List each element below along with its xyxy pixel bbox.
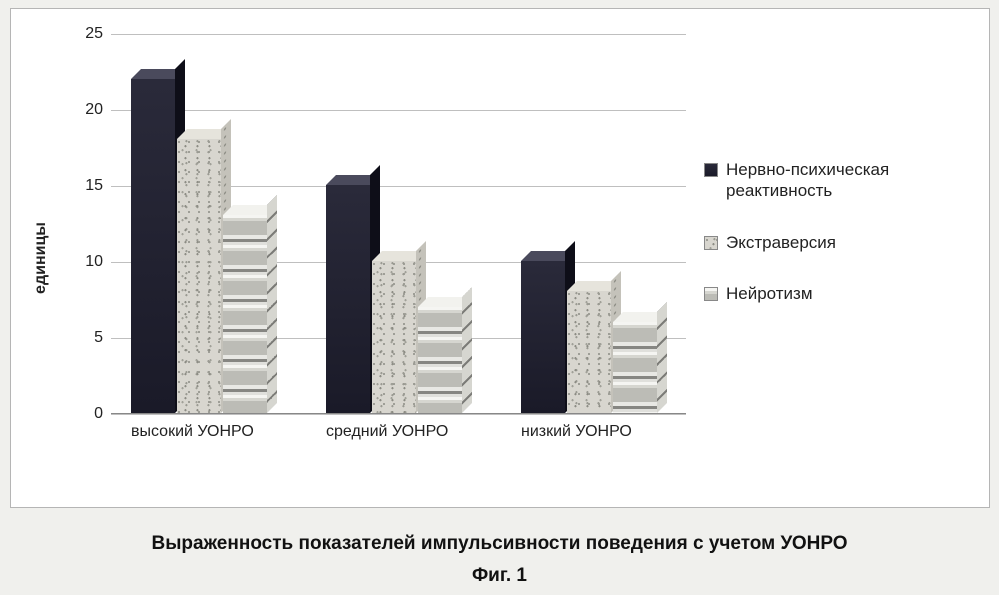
legend: Нервно-психическая реактивность Экстравер… — [704, 159, 974, 334]
y-tick-label: 5 — [94, 329, 111, 347]
legend-label: Нервно-психическая реактивность — [726, 159, 974, 202]
bar — [177, 139, 221, 413]
legend-swatch — [704, 287, 718, 301]
legend-item: Нервно-психическая реактивность — [704, 159, 974, 202]
bar-face — [326, 185, 370, 413]
bar-side-face — [462, 287, 472, 413]
bar — [326, 185, 370, 413]
y-tick-label: 25 — [85, 25, 111, 43]
chart-frame: единицы 0 5 10 15 20 25 высокий УОНРО средний У… — [10, 8, 990, 508]
legend-swatch — [704, 163, 718, 177]
x-tick-label: высокий УОНРО — [131, 413, 254, 441]
y-tick-label: 15 — [85, 177, 111, 195]
bar — [131, 79, 175, 413]
x-tick-label: низкий УОНРО — [521, 413, 632, 441]
x-tick-label: средний УОНРО — [326, 413, 448, 441]
bar-face — [131, 79, 175, 413]
bar-face — [418, 307, 462, 413]
plot-area: 0510152025высокий УОНРОсредний УОНРОнизк… — [111, 34, 686, 414]
figure-number: Фиг. 1 — [10, 565, 989, 587]
legend-label: Экстраверсия — [726, 232, 836, 253]
bar-face — [177, 139, 221, 413]
bar-group: средний УОНРО — [326, 185, 476, 413]
legend-label: Нейротизм — [726, 283, 813, 304]
bar-face — [521, 261, 565, 413]
legend-swatch — [704, 236, 718, 250]
legend-item: Нейротизм — [704, 283, 974, 304]
bar-group: низкий УОНРО — [521, 261, 671, 413]
bar-face — [223, 215, 267, 413]
y-tick-label: 10 — [85, 253, 111, 271]
bar — [567, 291, 611, 413]
bar-face — [567, 291, 611, 413]
bar-face — [372, 261, 416, 413]
bar-group: высокий УОНРО — [131, 79, 281, 413]
y-tick-label: 20 — [85, 101, 111, 119]
bar — [372, 261, 416, 413]
gridline — [111, 34, 686, 35]
bar — [613, 322, 657, 413]
y-axis-label: единицы — [32, 222, 50, 294]
legend-item: Экстраверсия — [704, 232, 974, 253]
bar — [223, 215, 267, 413]
y-tick-label: 0 — [94, 405, 111, 423]
bar — [418, 307, 462, 413]
chart-caption: Выраженность показателей импульсивности … — [10, 533, 989, 555]
bar-side-face — [657, 302, 667, 413]
bar-face — [613, 322, 657, 413]
bar-side-face — [267, 195, 277, 413]
bar — [521, 261, 565, 413]
